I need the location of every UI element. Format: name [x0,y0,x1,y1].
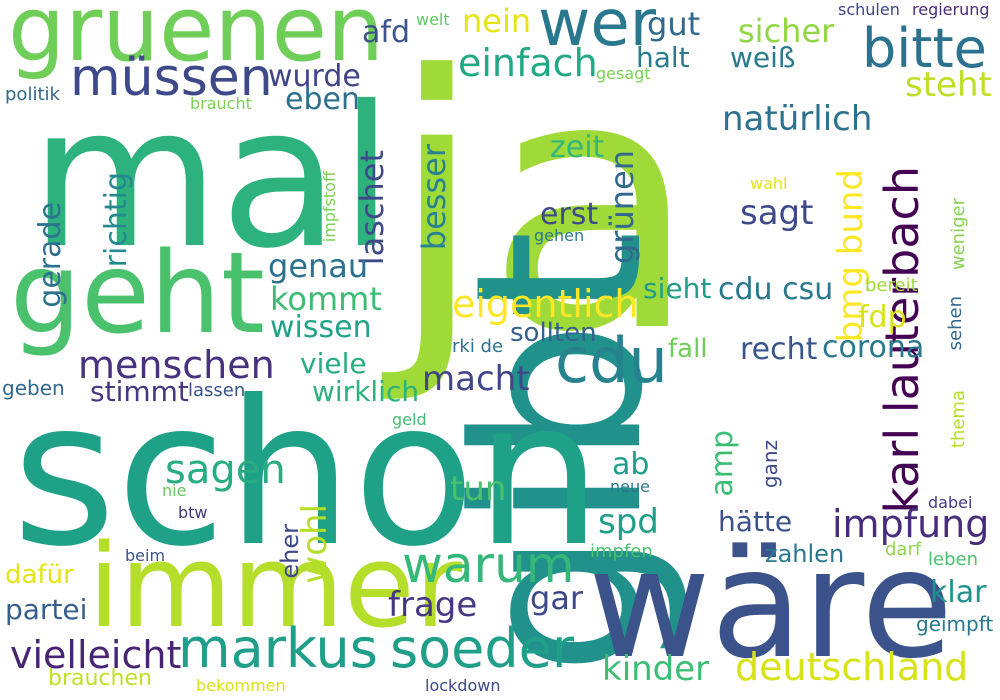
word-stimmt: stimmt [90,375,189,408]
word-erst: erst [540,197,599,232]
word-geben: geben [2,376,65,400]
word-fall: fall [668,334,708,364]
word-neue: neue [610,477,650,496]
word-schon: schon [12,358,603,591]
word-leben: leben [928,549,978,570]
word-kinder: kinder [602,649,710,689]
word-bekommen: bekommen [196,676,286,695]
word-weniger: weniger [948,198,969,271]
word-darf: darf [885,539,922,560]
word-sieht: sieht [643,272,712,305]
word-ja: ja [388,1,700,409]
word-wer: wer [538,0,657,61]
word-afd: afd [362,15,410,50]
word-politik: politik [5,84,60,105]
word-tun: tun [450,469,507,509]
word-sicher: sicher [738,12,835,50]
word-klar: klar [930,575,987,610]
word-gut: gut [647,5,701,43]
word-frage: frage [388,585,478,625]
word-soeder: soeder [390,617,575,680]
word-geimpft: geimpft [916,612,994,636]
word-btw: btw [178,503,208,522]
word-bitte: bitte [862,17,987,80]
word-warum: warum [402,536,575,594]
word-wissen: wissen [270,310,372,345]
word-menschen: menschen [78,343,275,387]
word-halt: halt [636,41,690,74]
word-recht: recht [740,332,818,367]
word-schulen: schulen [838,0,900,19]
word-waere: wäre [588,518,954,692]
word-sagen: sagen [165,447,286,493]
word-nein: nein [462,2,532,40]
word-dafuer: dafür [5,560,74,590]
word-richtig: richtig [99,172,134,268]
word-eher: eher [276,524,304,579]
word-mal: mal [30,64,394,291]
word-bereit: bereit [865,275,918,296]
word-impfstoff: impfstoff [320,171,339,243]
word-sehen: sehen [945,296,966,351]
word-eigentlich: eigentlich [452,282,639,326]
word-haette: hätte [718,505,793,538]
word-natuerlich: natürlich [722,99,873,139]
word-corona: corona [822,330,925,365]
word-ab: ab [612,447,650,482]
word-weiss: weiß [730,41,796,74]
word-genau: genau [268,247,369,285]
word-partei: partei [5,593,88,626]
word-sollten: sollten [510,318,597,348]
word-gerade: gerade [33,202,68,308]
word-beim: beim [125,546,166,565]
word-wurde: wurde [268,59,361,94]
word-lassen: lassen [188,380,246,401]
word-cdu: cdu [555,324,668,397]
word-kommt: kommt [270,280,382,318]
word-nie: nie [162,481,187,500]
word-gehen: gehen [534,226,585,245]
word-brauchen: brauchen [48,666,152,691]
word-markus: markus [178,617,378,680]
word-macht: macht [422,359,530,399]
word-gruenen: gruenen [8,0,384,82]
word-wirklich: wirklich [312,375,420,408]
word-vielleicht: vielleicht [10,633,182,677]
word-impfen: impfen [590,541,653,562]
word-thema: thema [948,390,969,449]
word-zahlen: zahlen [765,540,845,568]
word-ganz: ganz [758,440,782,489]
word-cdu-csu: cdu csu [718,272,834,307]
word-viele: viele [300,347,367,380]
word-dabei: dabei [928,493,973,512]
word-sagt: sagt [740,193,814,233]
word-welt: welt [416,10,450,29]
word-wahl: wahl [750,174,788,193]
word-spd: spd [598,502,659,542]
word-lockdown: lockdown [425,676,501,695]
word-geld: geld [392,410,427,429]
word-besser: besser [415,144,453,251]
word-fdp: fdp [858,300,907,335]
word-gruenen-small: grünen [603,150,641,264]
word-muessen: müssen [70,48,273,108]
word-gesagt: gesagt [596,64,651,83]
word-braucht: braucht [190,94,252,113]
word-gar: gar [530,579,584,617]
word-immer: immer [88,520,463,654]
word-eben: eben [285,82,360,117]
word-impfung: impfung [832,502,990,546]
word-zeit: zeit [550,130,605,165]
word-regierung: regierung [912,0,990,19]
word-rki-de: rki de [452,336,504,357]
word-steht: steht [905,65,992,105]
word-deutschland: deutschland [735,645,969,689]
word-amp: amp [705,430,740,497]
word-einfach: einfach [458,41,598,85]
word-kommen: kommen [0,155,4,286]
word-geht: geht [10,229,265,359]
